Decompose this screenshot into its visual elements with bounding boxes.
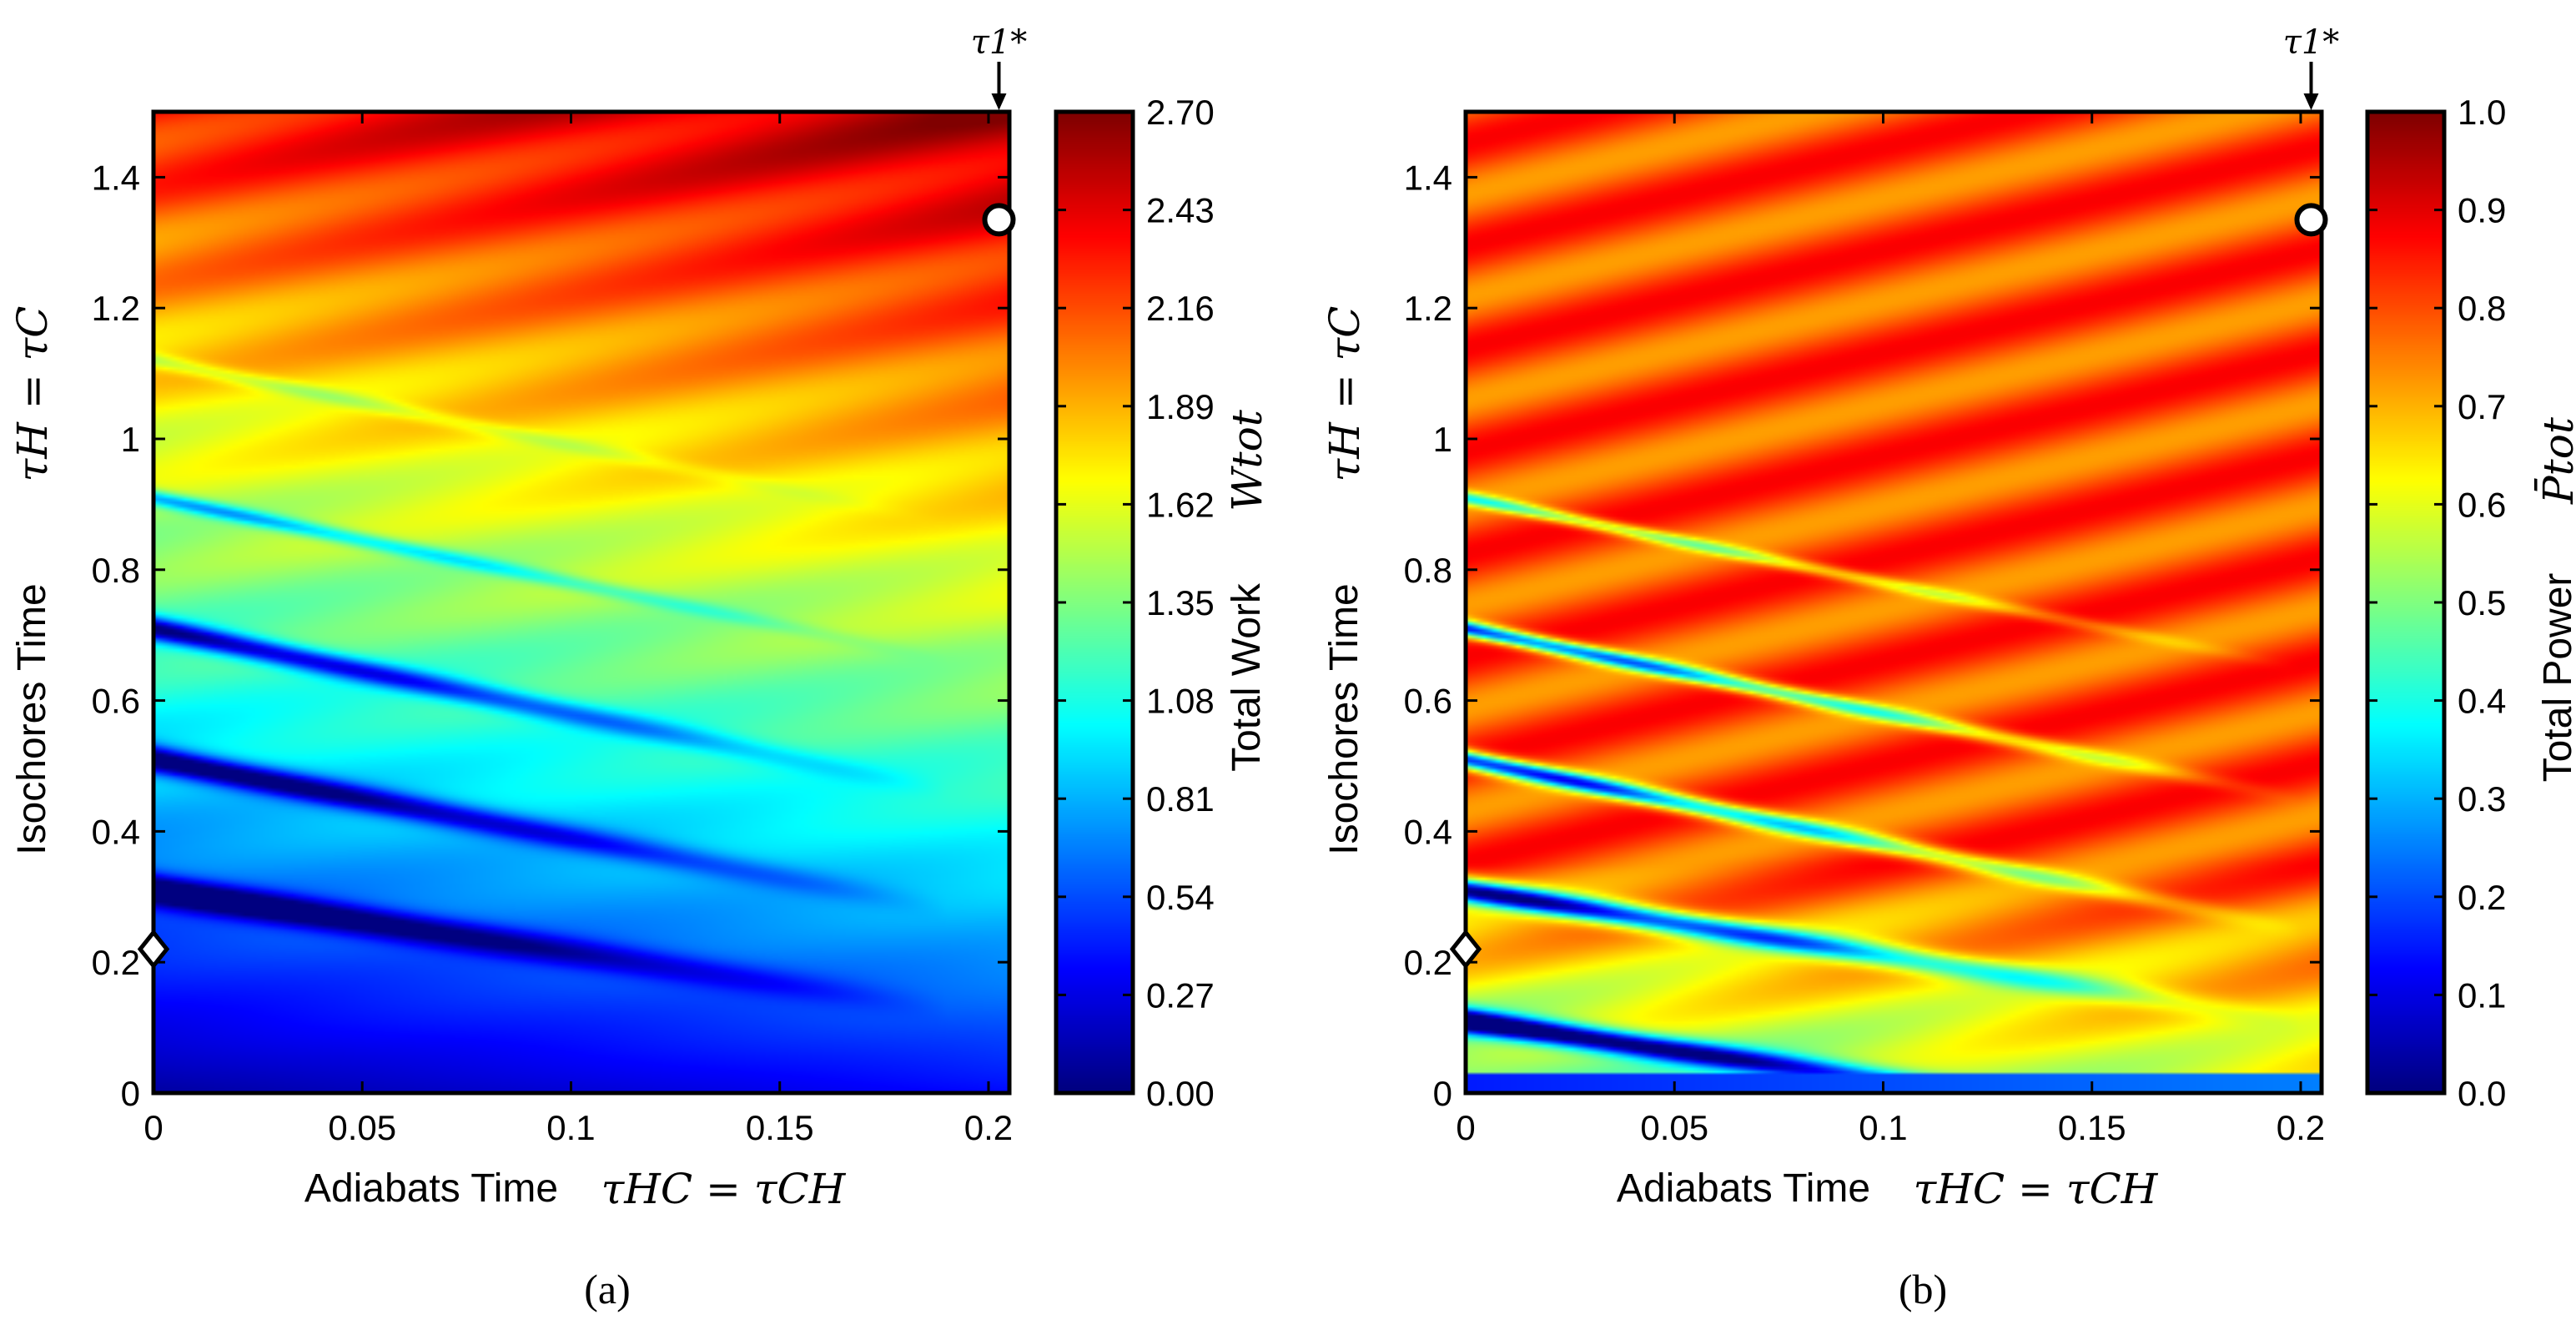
circle-marker — [2294, 203, 2328, 237]
y-tick-label: 0.2 — [92, 943, 140, 982]
colorbar-tick-label: 1.0 — [2458, 93, 2506, 132]
x-tick-label: 0.05 — [1640, 1108, 1708, 1147]
heatmap-image — [1466, 112, 2322, 1093]
colorbar-tick-label: 0.81 — [1146, 779, 1215, 819]
circle-marker — [982, 203, 1016, 237]
y-axis-label-math: τH = τC — [1321, 306, 1369, 482]
y-tick-label: 1 — [1433, 420, 1452, 459]
chart-panel-b: 0 0.05 0.1 0.15 0.2 0 0.2 0.4 0.6 0.8 1 1.2 1.4 Adiab… — [1321, 23, 2576, 1312]
x-tick-label: 0.1 — [546, 1108, 595, 1147]
y-tick-label: 1.2 — [1404, 289, 1452, 328]
x-tick-label: 0.2 — [964, 1108, 1013, 1147]
y-axis-label: Isochores Time — [1322, 583, 1366, 854]
y-tick-label: 0.6 — [92, 682, 140, 721]
panel-caption: (a) — [584, 1266, 631, 1312]
diamond-marker — [137, 929, 170, 970]
plot-frame — [151, 109, 1012, 1096]
colorbar-tick-label: 1.89 — [1146, 387, 1215, 426]
x-axis-label: Adiabats Time — [304, 1166, 558, 1211]
colorbar-tick-label: 0.0 — [2458, 1074, 2506, 1113]
y-axis-label-math: τH = τC — [8, 306, 57, 482]
colorbar-tick-label: 0.9 — [2458, 191, 2506, 230]
y-tick-label: 0 — [1433, 1074, 1452, 1113]
colorbar-tick-label: 1.35 — [1146, 583, 1215, 622]
colorbar-label: Total Power — [2536, 573, 2576, 783]
x-axis-label-math: τHC = τCH — [1914, 1165, 2159, 1213]
colorbar-tick-label: 0.00 — [1146, 1074, 1215, 1113]
colorbar-tick-label: 0.3 — [2458, 779, 2506, 819]
tau-arrow-head — [2303, 93, 2319, 110]
colorbar-tick-label: 0.27 — [1146, 975, 1215, 1015]
x-tick-label: 0.05 — [328, 1108, 396, 1147]
y-tick-label: 0.2 — [1404, 943, 1452, 982]
colorbar-tick-label: 0.4 — [2458, 682, 2506, 721]
y-tick-label: 0.8 — [1404, 551, 1452, 590]
y-tick-label: 0.6 — [1404, 682, 1452, 721]
colorbar-tick-label: 0.7 — [2458, 387, 2506, 426]
heatmap-image — [153, 112, 1009, 1093]
colorbar-tick-label: 2.43 — [1146, 191, 1215, 230]
colorbar-label-math: P̄tot — [2533, 416, 2576, 505]
y-tick-label: 0.4 — [92, 812, 140, 851]
colorbar-tick-label: 1.08 — [1146, 682, 1215, 721]
plot-frame — [1463, 109, 2324, 1096]
x-tick-label: 0 — [1456, 1108, 1475, 1147]
colorbar-gradient — [2367, 112, 2444, 1093]
colorbar-tick-label: 2.70 — [1146, 93, 1215, 132]
y-tick-label: 0.4 — [1404, 812, 1452, 851]
x-tick-label: 0.15 — [2058, 1108, 2126, 1147]
x-tick-label: 0 — [143, 1108, 163, 1147]
y-tick-label: 1.4 — [1404, 158, 1452, 197]
x-axis-label: Adiabats Time — [1617, 1166, 1870, 1211]
colorbar-tick-label: 2.16 — [1146, 289, 1215, 328]
colorbar-label: Total Work — [1225, 582, 1269, 772]
panel-caption: (b) — [1899, 1266, 1947, 1312]
y-tick-label: 0 — [121, 1074, 140, 1113]
diamond-marker — [1449, 929, 1482, 970]
y-tick-label: 1.2 — [92, 289, 140, 328]
colorbar-tick-label: 0.6 — [2458, 485, 2506, 524]
colorbar-tick-label: 0.8 — [2458, 289, 2506, 328]
colorbar-label-math: Wtot — [1223, 409, 1271, 511]
y-axis-label: Isochores Time — [10, 583, 54, 854]
x-axis-label-math: τHC = τCH — [601, 1165, 847, 1213]
colorbar-tick-label: 0.1 — [2458, 975, 2506, 1015]
colorbar-tick-label: 0.54 — [1146, 878, 1215, 917]
y-tick-label: 1 — [121, 420, 140, 459]
x-tick-label: 0.15 — [746, 1108, 814, 1147]
y-tick-label: 0.8 — [92, 551, 140, 590]
chart-panel-a: 0 0.05 0.1 0.15 0.200.20.40.60.811.21.4Adiab… — [8, 23, 1271, 1312]
tau-annotation: τ1* — [2283, 23, 2340, 62]
colorbar-tick-label: 0.5 — [2458, 583, 2506, 622]
y-tick-label: 1.4 — [92, 158, 140, 197]
colorbar-tick-label: 0.2 — [2458, 878, 2506, 917]
colorbar-gradient — [1056, 112, 1133, 1093]
x-tick-label: 0.1 — [1859, 1108, 1907, 1147]
x-tick-label: 0.2 — [2277, 1108, 2325, 1147]
tau-arrow-head — [991, 93, 1007, 110]
colorbar-tick-label: 1.62 — [1146, 485, 1215, 524]
tau-annotation: τ1* — [971, 23, 1028, 62]
